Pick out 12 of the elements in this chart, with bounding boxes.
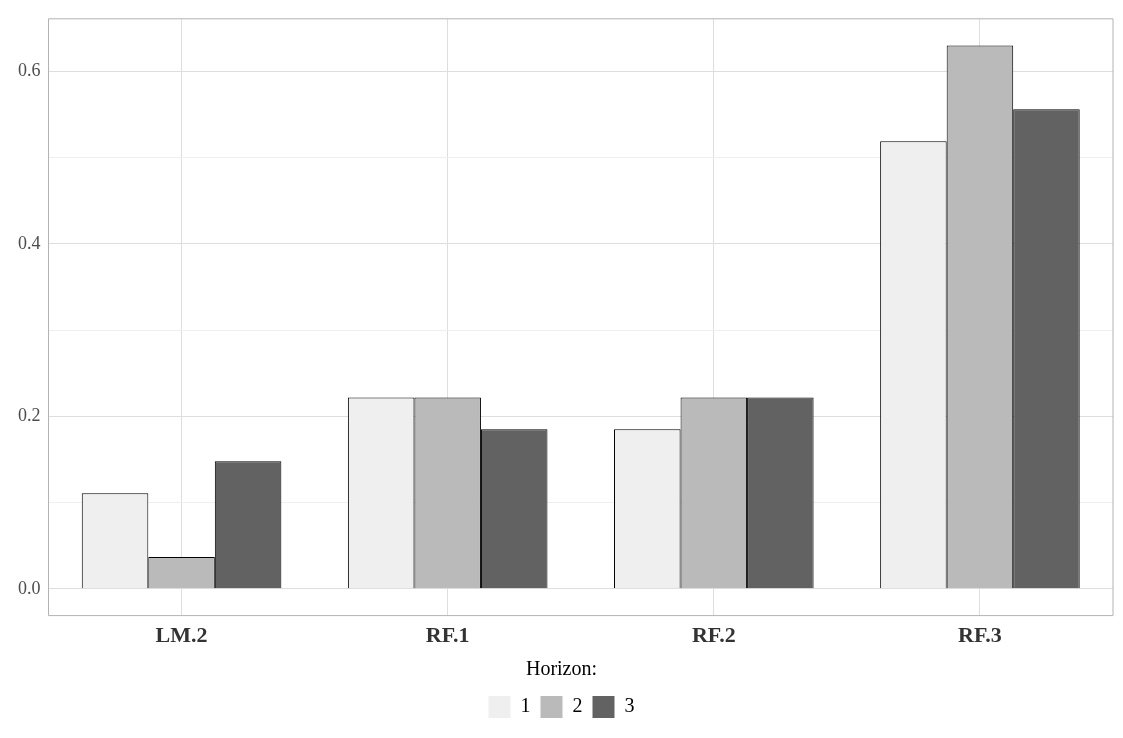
x-tick-label: RF.1 — [425, 622, 470, 648]
y-tick-label: 0.6 — [18, 60, 41, 81]
x-tick-label: RF.2 — [691, 622, 736, 648]
x-tick-label: RF.3 — [958, 622, 1002, 648]
legend-label: 3 — [624, 694, 635, 717]
x-tick-label: LM.2 — [155, 622, 208, 648]
legend-title: Horizon: — [525, 657, 598, 680]
y-tick-label: 0.4 — [18, 232, 41, 253]
y-tick-label: 0.2 — [18, 405, 41, 426]
y-tick-label: 0.0 — [18, 577, 41, 598]
legend-label: 2 — [572, 694, 583, 717]
legend-label: 1 — [520, 694, 531, 717]
